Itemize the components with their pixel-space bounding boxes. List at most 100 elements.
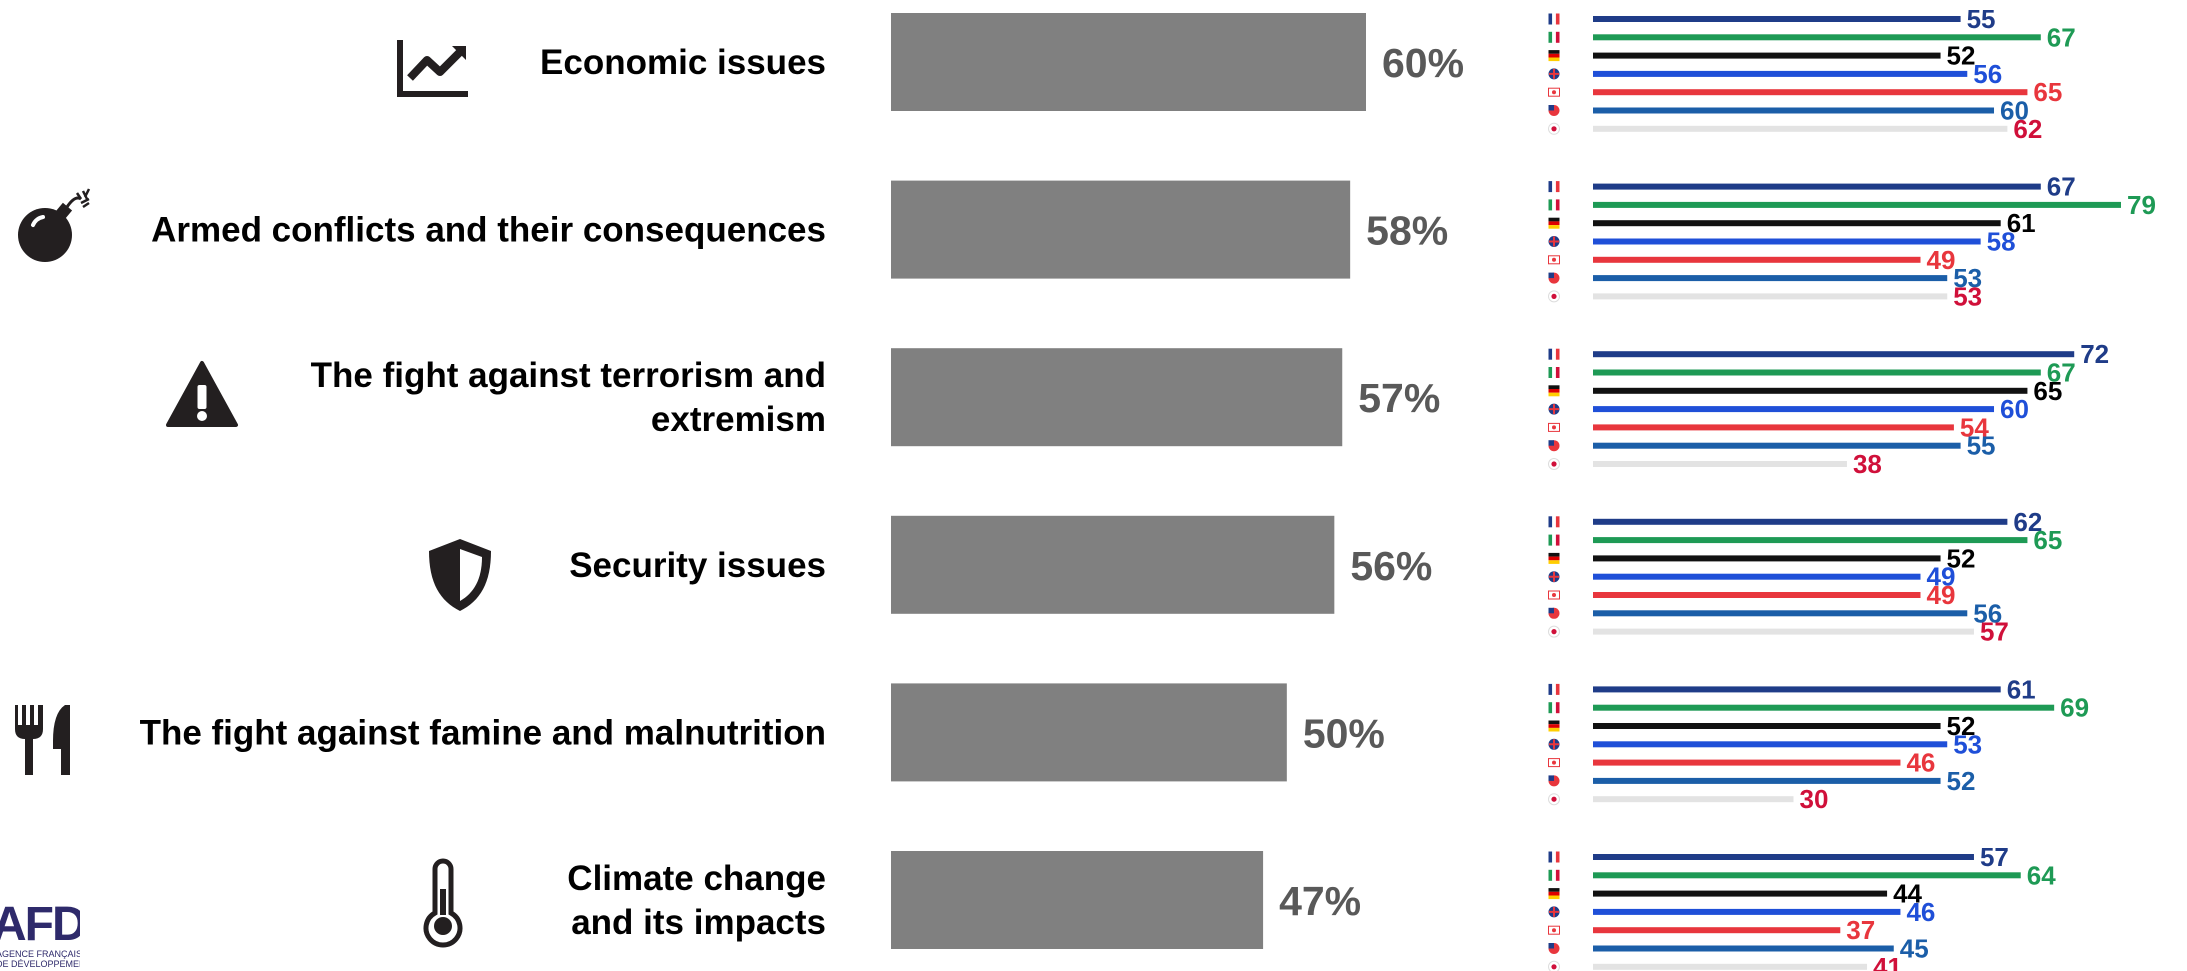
main-value-label: 50%	[1303, 710, 1385, 756]
canada-flag-icon	[1548, 925, 1560, 935]
main-bar	[891, 348, 1343, 447]
main-value-label: 58%	[1366, 208, 1448, 254]
usa-flag-icon	[1548, 440, 1560, 452]
country-bar	[1593, 183, 2041, 190]
country-bar	[1593, 555, 1941, 562]
country-bar	[1593, 293, 1948, 300]
country-bar	[1593, 442, 1961, 449]
main-bar	[891, 13, 1366, 111]
italy-flag-icon	[1548, 869, 1560, 881]
main-value-label: 47%	[1279, 878, 1361, 924]
thermometer-icon	[423, 858, 463, 948]
italy-flag-icon	[1548, 534, 1560, 546]
uk-flag-icon	[1548, 571, 1560, 583]
category-label: The fight against famine and malnutritio…	[140, 713, 826, 752]
country-value-label: 72	[2080, 339, 2109, 369]
country-bar	[1593, 34, 2041, 41]
country-bar	[1593, 70, 1968, 77]
usa-flag-icon	[1548, 105, 1560, 116]
france-flag-icon	[1548, 516, 1560, 528]
france-flag-icon	[1548, 851, 1560, 863]
country-value-label: 52	[1947, 41, 1976, 71]
logo-subtitle-2: DE DÉVELOPPEMENT	[0, 959, 80, 969]
country-value-label: 61	[2007, 674, 2036, 704]
country-value-labels: 5567525665606267796158495353726765605455…	[1800, 4, 2156, 971]
country-bar	[1593, 759, 1901, 766]
usa-flag-icon	[1548, 775, 1560, 787]
country-value-label: 49	[1926, 245, 1955, 275]
main-bar	[891, 180, 1351, 279]
country-bar	[1593, 610, 1968, 617]
country-bar	[1593, 518, 2008, 525]
canada-flag-icon	[1548, 758, 1560, 768]
country-bar	[1593, 945, 1894, 952]
country-value-label: 53	[1953, 281, 1982, 311]
country-value-label: 46	[1906, 748, 1935, 778]
country-bar	[1593, 201, 2121, 208]
country-value-label: 41	[1873, 952, 1902, 971]
country-value-label: 53	[1953, 263, 1982, 293]
country-value-label: 56	[1973, 59, 2002, 89]
country-bar	[1593, 890, 1888, 897]
japan-flag-icon	[1548, 458, 1560, 470]
country-value-label: 37	[1846, 915, 1875, 945]
country-value-label: 60	[2000, 96, 2029, 126]
canada-flag-icon	[1548, 255, 1560, 265]
france-flag-icon	[1548, 683, 1560, 695]
country-bar	[1593, 573, 1921, 580]
country-bar	[1593, 89, 2028, 96]
country-bar	[1593, 908, 1901, 915]
country-bar	[1593, 16, 1961, 22]
country-value-label: 57	[1980, 842, 2009, 872]
country-flags	[1548, 13, 1560, 971]
canada-flag-icon	[1548, 87, 1560, 97]
france-flag-icon	[1548, 13, 1560, 25]
country-bar	[1593, 275, 1948, 282]
country-value-label: 60	[2000, 394, 2029, 424]
country-bar	[1593, 220, 2001, 227]
country-value-label: 65	[2033, 525, 2062, 555]
country-value-label: 79	[2127, 190, 2156, 220]
italy-flag-icon	[1548, 199, 1560, 211]
france-flag-icon	[1548, 181, 1560, 193]
italy-flag-icon	[1548, 31, 1560, 43]
country-bar	[1593, 406, 1995, 413]
country-bar	[1593, 927, 1841, 934]
country-bar	[1593, 387, 2028, 394]
country-bar	[1593, 777, 1941, 784]
country-bar	[1593, 592, 1921, 598]
italy-flag-icon	[1548, 702, 1560, 714]
uk-flag-icon	[1548, 906, 1560, 918]
main-bar	[891, 683, 1287, 782]
country-bar	[1593, 963, 1868, 970]
category-label: Climate change and its impacts	[567, 859, 826, 942]
uk-flag-icon	[1548, 236, 1560, 247]
germany-flag-icon	[1548, 552, 1560, 564]
uk-flag-icon	[1548, 68, 1560, 80]
country-bar	[1593, 369, 2041, 376]
main-bar	[891, 851, 1264, 949]
country-value-label: 52	[1947, 766, 1976, 796]
country-value-label: 55	[1967, 4, 1996, 34]
usa-flag-icon	[1548, 272, 1560, 284]
germany-flag-icon	[1548, 720, 1560, 732]
category-labels: Economic issues Armed conflicts and their…	[140, 43, 826, 942]
japan-flag-icon	[1548, 625, 1560, 638]
category-icons	[15, 40, 491, 948]
country-value-label: 44	[1893, 879, 1922, 909]
country-bar	[1593, 424, 1954, 431]
bomb-icon	[18, 188, 91, 262]
uk-flag-icon	[1548, 403, 1560, 415]
canada-flag-icon	[1548, 590, 1560, 600]
category-label: Security issues	[569, 546, 826, 585]
logo-main-text: AFD	[0, 905, 80, 951]
italy-flag-icon	[1548, 367, 1560, 378]
country-bar	[1593, 854, 1974, 860]
country-value-label: 38	[1853, 449, 1882, 479]
country-bar	[1593, 351, 2075, 358]
country-bar	[1593, 461, 1847, 467]
germany-flag-icon	[1548, 385, 1560, 397]
fork-knife-icon	[15, 705, 70, 775]
country-bar	[1593, 628, 1974, 635]
